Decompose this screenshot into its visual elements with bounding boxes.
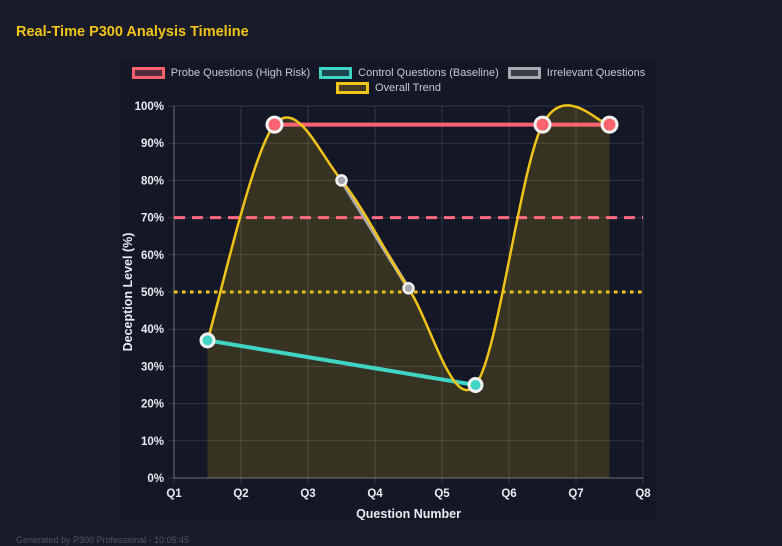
x-tick-label: Q7 [568, 488, 583, 500]
x-tick-label: Q5 [434, 488, 450, 500]
footer-note: Generated by P300 Professional - 10:05:4… [16, 535, 190, 545]
data-point-probe[interactable] [533, 115, 552, 134]
timeline-chart[interactable]: 0% 10% 20% 30% 40% 50% 60% 70% 80% 90% 100% Q1 Q2 Q3 Q… [120, 62, 657, 520]
data-point-probe[interactable] [600, 115, 619, 134]
legend-swatch-icon [507, 67, 541, 79]
y-tick-label: 30% [141, 361, 164, 373]
series-points-irrelevant[interactable] [335, 174, 415, 295]
axis-tick-labels: 0% 10% 20% 30% 40% 50% 60% 70% 80% 90% 100% Q1 Q2 Q3 Q… [135, 101, 652, 500]
legend-item-label: Probe Questions (High Risk) [170, 67, 311, 79]
x-axis-title: Question Number [356, 507, 461, 520]
y-tick-label: 50% [141, 287, 164, 299]
y-tick-label: 10% [141, 436, 164, 448]
legend-item-control-questions-baseline[interactable]: Control Questions (Baseline) [319, 67, 499, 79]
y-tick-label: 80% [141, 175, 164, 187]
data-point-irrelevant[interactable] [402, 282, 415, 295]
y-axis-title: Deception Level (%) [121, 233, 135, 352]
data-point-control[interactable] [467, 377, 484, 393]
legend-row: Overall Trend [335, 82, 442, 94]
legend-item-label: Irrelevant Questions [546, 67, 646, 79]
legend-swatch-icon [335, 82, 369, 94]
data-point-probe[interactable] [265, 115, 284, 134]
y-tick-label: 90% [141, 138, 164, 150]
y-tick-label: 100% [135, 101, 164, 113]
y-tick-label: 0% [147, 473, 164, 485]
chart-legend: Probe Questions (High Risk) Control Quest… [120, 67, 657, 94]
legend-item-label: Control Questions (Baseline) [358, 67, 499, 79]
legend-item-overall-trend[interactable]: Overall Trend [335, 82, 442, 94]
x-tick-label: Q2 [233, 488, 248, 500]
y-tick-label: 60% [141, 250, 164, 262]
legend-item-label: Overall Trend [374, 82, 442, 94]
series-points-control[interactable] [199, 332, 484, 393]
page-title: Real-Time P300 Analysis Timeline [16, 24, 249, 40]
x-tick-label: Q3 [300, 488, 315, 500]
x-tick-label: Q1 [166, 488, 182, 500]
data-point-irrelevant[interactable] [335, 174, 348, 187]
y-tick-label: 40% [141, 324, 164, 336]
legend-swatch-icon [131, 67, 165, 79]
x-tick-label: Q8 [635, 488, 651, 500]
x-tick-label: Q6 [501, 488, 516, 500]
legend-item-probe-questions-high-risk[interactable]: Probe Questions (High Risk) [131, 67, 311, 79]
y-tick-label: 20% [141, 399, 164, 411]
series-points-probe[interactable] [265, 115, 619, 134]
x-tick-label: Q4 [367, 488, 383, 500]
legend-item-irrelevant-questions[interactable]: Irrelevant Questions [507, 67, 646, 79]
series-line-control [205, 338, 478, 387]
chart-panel: Probe Questions (High Risk) Control Quest… [120, 62, 657, 520]
legend-row: Probe Questions (High Risk) Control Quest… [131, 67, 646, 79]
legend-swatch-icon [319, 67, 353, 79]
y-tick-label: 70% [141, 213, 164, 225]
data-point-control[interactable] [199, 332, 216, 349]
